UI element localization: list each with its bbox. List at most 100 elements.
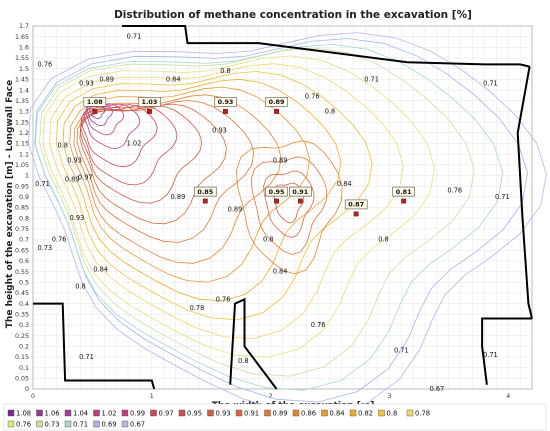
legend-label: 0.71 <box>73 421 88 429</box>
legend-swatch <box>121 409 129 417</box>
legend-swatch <box>64 420 72 428</box>
boundary-right-step <box>481 317 532 385</box>
point-value-label: 0.95 <box>269 188 285 196</box>
contour-value-label: 0.76 <box>38 60 53 68</box>
measurement-points: 1.08 1.03 0.93 0.89 0.85 0.95 0.91 0.87 0.81 <box>83 97 415 217</box>
contour-value-label: 0.71 <box>35 180 50 188</box>
contour-value-label: 0.89 <box>273 157 288 165</box>
contour-value-labels: 0.71 0.76 0.93 0.89 0.84 0.8 0.76 0.71 0.8 0.71 1.… <box>35 33 509 393</box>
contour-line <box>79 105 203 204</box>
legend-swatch <box>406 409 414 417</box>
point-value-label: 0.89 <box>269 98 285 106</box>
y-tick-label: 0.8 <box>19 215 29 222</box>
contour-value-label: 0.84 <box>93 265 108 273</box>
y-tick-label: 1.4 <box>19 87 29 94</box>
contour-value-label: 0.73 <box>38 244 53 252</box>
y-tick-label: 0.95 <box>15 183 29 190</box>
legend-item: 1.04 <box>64 410 88 418</box>
legend-swatch <box>121 420 129 428</box>
point-value-label: 0.91 <box>292 188 308 196</box>
y-axis-ticks: 0 0.05 0.1 0.15 0.2 0.25 0.3 0.35 0.4 0.45 0.5 0.55… <box>15 23 29 393</box>
contour-line <box>235 140 343 275</box>
y-tick-label: 0.65 <box>15 247 29 254</box>
y-tick-label: 1.45 <box>15 77 29 84</box>
measurement-point-marker <box>401 198 407 204</box>
y-tick-label: 1 <box>25 173 29 180</box>
boundary-middle-support <box>229 297 278 390</box>
legend-item: 0.89 <box>264 409 288 418</box>
contour-line <box>250 156 328 255</box>
contour-value-label: 0.89 <box>65 176 80 184</box>
legend-item: 0.78 <box>406 409 430 418</box>
y-tick-label: 1.25 <box>15 119 29 126</box>
contour-value-label: 0.71 <box>79 353 94 361</box>
x-tick-label: 4 <box>506 393 510 400</box>
y-tick-label: 1.7 <box>19 23 29 30</box>
y-tick-label: 1.35 <box>15 98 29 105</box>
contour-value-label: 0.67 <box>430 385 445 393</box>
contour-value-label: 0.8 <box>220 67 231 75</box>
contour-line <box>34 43 504 391</box>
legend-item: 0.95 <box>178 410 202 418</box>
contour-value-label: 0.89 <box>99 75 114 83</box>
legend-label: 0.78 <box>415 410 430 418</box>
y-tick-label: 1.05 <box>15 162 29 169</box>
boundary-left-support <box>33 302 156 390</box>
point-value-box <box>344 199 368 210</box>
legend-label: 0.95 <box>187 410 202 418</box>
legend-item: 0.93 <box>207 410 231 418</box>
x-tick-label: 0 <box>31 393 35 400</box>
point-value-box <box>265 97 288 107</box>
y-tick-label: 1.15 <box>15 141 29 148</box>
legend-item: 1.08 <box>7 410 31 418</box>
legend-label: 0.69 <box>102 421 117 429</box>
legend-item: 0.73 <box>36 420 60 429</box>
contour-value-label: 0.8 <box>75 283 86 291</box>
y-tick-label: 0.1 <box>19 365 29 372</box>
legend-label: 0.89 <box>273 410 288 418</box>
contour-value-label: 0.71 <box>127 33 142 41</box>
legend-item: 1.02 <box>93 410 117 418</box>
legend-swatch <box>36 420 43 428</box>
boundary-top <box>122 25 530 68</box>
x-tick-label: 1 <box>150 393 154 400</box>
contour-value-label: 0.8 <box>238 357 249 365</box>
contour-value-label: 0.93 <box>212 127 227 135</box>
legend-swatch <box>264 409 271 417</box>
legend-item: 0.97 <box>150 410 174 418</box>
point-value-box <box>265 186 288 197</box>
contour-value-label: 0.8 <box>263 236 274 244</box>
legend-item: 0.82 <box>349 410 373 418</box>
measurement-point-marker <box>223 109 228 114</box>
x-tick-label: 3 <box>387 393 391 400</box>
legend-label: 0.93 <box>216 410 231 418</box>
contour-value-label: 0.76 <box>311 321 326 329</box>
point-value-box <box>193 186 217 197</box>
legend-item: 0.69 <box>93 420 117 429</box>
y-tick-label: 0.5 <box>19 279 29 286</box>
contour-line <box>55 71 373 321</box>
legend-label: 0.86 <box>301 410 316 418</box>
y-tick-label: 1.65 <box>15 34 29 41</box>
legend-item: 0.8 <box>378 410 397 418</box>
contour-value-label: 0.71 <box>495 193 510 201</box>
legend-item: 0.76 <box>7 421 31 429</box>
contour-value-label: 0.71 <box>483 80 498 88</box>
measurement-point-marker <box>297 198 303 204</box>
contour-value-label: 0.84 <box>273 268 288 276</box>
y-tick-label: 0 <box>25 386 29 393</box>
y-tick-label: 0.25 <box>15 333 29 340</box>
contour-value-label: 0.71 <box>483 351 498 359</box>
y-tick-label: 1.55 <box>15 55 29 62</box>
boundary-right <box>516 66 533 319</box>
point-value-label: 1.08 <box>87 98 103 106</box>
legend-item: 0.71 <box>64 420 88 429</box>
contour-value-label: 1.02 <box>127 139 142 147</box>
legend-label: 0.67 <box>130 421 145 429</box>
legend-label: 0.97 <box>159 410 174 418</box>
legend-label: 0.84 <box>330 410 345 418</box>
contour-value-label: 0.76 <box>216 295 231 303</box>
legend-swatch <box>93 420 100 428</box>
legend-swatch <box>36 409 43 417</box>
